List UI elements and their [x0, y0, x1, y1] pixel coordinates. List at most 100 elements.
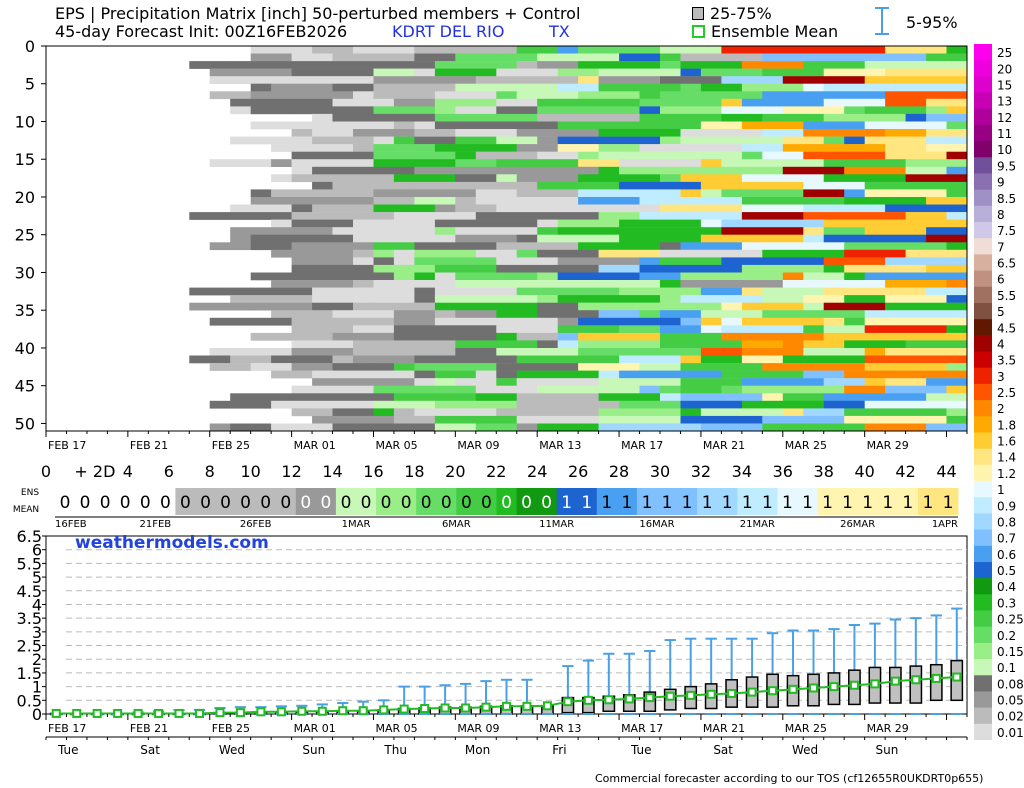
matrix-cell: [414, 378, 436, 386]
matrix-cell: [516, 385, 538, 394]
mean-marker: [317, 706, 327, 716]
matrix-cell: [455, 159, 497, 167]
matrix-cell: [660, 257, 722, 266]
matrix-cell: [619, 53, 661, 62]
matrix-cell: [291, 212, 395, 220]
matrix-cell: [619, 234, 702, 243]
mean-marker: [92, 708, 102, 718]
plot-date-label: MAR 01: [294, 722, 336, 735]
matrix-cell: [516, 400, 620, 409]
ens-value: 0: [421, 493, 432, 513]
ens-date-label: 21MAR: [740, 519, 775, 530]
ens-value: 1: [802, 493, 813, 513]
matrix-cell: [434, 144, 518, 152]
matrix-date-label: FEB 25: [212, 439, 250, 452]
ens-value: 0: [481, 493, 492, 513]
matrix-cell: [496, 310, 538, 318]
matrix-date-label: MAR 29: [867, 439, 909, 452]
matrix-cell: [434, 378, 456, 386]
colorbar-label: 0.15: [997, 645, 1024, 659]
leadtime-label: 22: [486, 462, 506, 481]
matrix-cell: [291, 363, 333, 371]
matrix-cell: [844, 197, 927, 205]
matrix-cell: [803, 348, 866, 356]
leadtime-label: 26: [568, 462, 588, 481]
matrix-cell: [700, 219, 722, 228]
colorbar-swatch: [974, 626, 992, 644]
matrix-cell: [230, 355, 272, 364]
matrix-ytick-label: 45: [15, 377, 35, 396]
matrix-cell: [455, 151, 477, 160]
matrix-cell: [291, 53, 333, 62]
matrix-cell: [434, 295, 538, 303]
matrix-cell: [721, 98, 743, 107]
matrix-cell: [557, 68, 600, 77]
leadtime-label: 24: [527, 462, 547, 481]
matrix-cell: [946, 280, 968, 288]
matrix-cell: [250, 363, 293, 371]
matrix-cell: [332, 113, 436, 122]
matrix-cell: [598, 370, 620, 379]
matrix-cell: [782, 393, 825, 402]
matrix-cell: [803, 408, 845, 417]
matrix-cell: [864, 310, 968, 318]
matrix-cell: [393, 249, 415, 258]
matrix-cell: [844, 136, 866, 145]
plot-ytick-label: 4.5: [17, 582, 42, 601]
mean-marker: [788, 684, 798, 694]
colorbar-swatch: [974, 529, 992, 547]
matrix-cell: [639, 212, 743, 220]
leadtime-axis: 0 + 2D 4 6 8 10 12 14 16 18 20 22 24 26 28 30 32 34 36 38 40…: [41, 462, 957, 481]
ens-cell: [697, 488, 718, 515]
matrix-cell: [619, 370, 641, 379]
matrix-cell: [537, 423, 600, 432]
matrix-cell: [353, 249, 374, 258]
matrix-cell: [660, 393, 681, 402]
matrix-cell: [885, 295, 947, 303]
matrix-cell: [721, 385, 743, 394]
matrix-cell: [455, 348, 497, 356]
matrix-cell: [619, 280, 661, 288]
mean-marker: [481, 702, 491, 712]
matrix-cell: [455, 287, 518, 296]
matrix-cell: [434, 227, 456, 235]
matrix-cell: [700, 287, 743, 296]
matrix-cell: [680, 363, 763, 371]
matrix-cell: [905, 174, 968, 183]
matrix-cell: [250, 189, 272, 198]
colorbar-swatch: [974, 578, 992, 595]
matrix-cell: [619, 325, 661, 334]
colorbar-swatch: [974, 92, 992, 110]
matrix-cell: [393, 310, 436, 318]
colorbar-swatch: [974, 416, 992, 433]
matrix-cell: [291, 317, 395, 326]
matrix-cell: [721, 219, 825, 228]
matrix-cell: [721, 332, 825, 341]
matrix-cell: [864, 400, 968, 409]
matrix-cell: [926, 348, 968, 356]
matrix-cell: [660, 332, 722, 341]
matrix-cell: [557, 121, 641, 130]
matrix-cell: [496, 106, 538, 115]
matrix-cell: [803, 325, 825, 334]
matrix-cell: [905, 212, 947, 220]
matrix-cell: [680, 83, 702, 92]
matrix-cell: [496, 408, 600, 417]
matrix-cell: [209, 423, 231, 432]
colorbar-label: 4.5: [997, 321, 1016, 335]
leadtime-label: 38: [814, 462, 834, 481]
matrix-cell: [434, 272, 456, 281]
matrix-cell: [700, 68, 763, 77]
plot-day-label: Tue: [57, 743, 79, 757]
matrix-cell: [312, 295, 354, 303]
matrix-cell: [475, 249, 497, 258]
matrix-cell: [496, 91, 518, 100]
matrix-cell: [496, 249, 518, 258]
matrix-cell: [762, 68, 825, 77]
matrix-cell: [885, 144, 927, 152]
colorbar-label: 0.9: [997, 499, 1016, 513]
ens-cell: [295, 488, 317, 515]
matrix-cell: [619, 287, 702, 296]
matrix-cell: [823, 264, 845, 273]
matrix-cell: [946, 106, 968, 115]
